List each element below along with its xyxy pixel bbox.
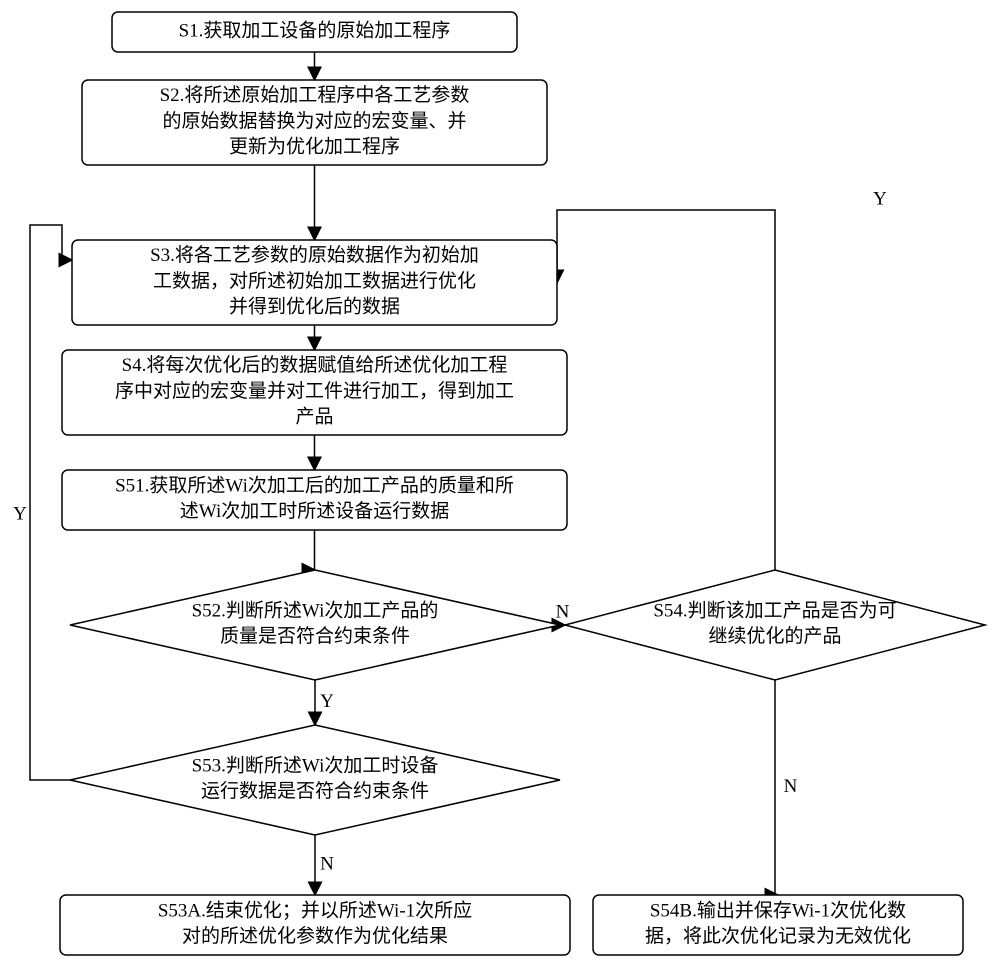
node-s2: S2.将所述原始加工程序中各工艺参数的原始数据替换为对应的宏变量、并更新为优化加… (82, 80, 547, 165)
node-text: S54B.输出并保存Wi-1次优化数 (650, 900, 906, 922)
node-s3: S3.将各工艺参数的原始数据作为初始加工数据，对所述初始加工数据进行优化并得到优… (72, 240, 557, 325)
edge (315, 530, 316, 570)
node-s54: S54.判断该加工产品是否为可继续优化的产品 (565, 570, 985, 680)
node-text: S2.将所述原始加工程序中各工艺参数 (160, 84, 470, 106)
node-s4: S4.将每次优化后的数据赋值给所述优化加工程序中对应的宏变量并对工件进行加工，得… (62, 350, 567, 435)
node-text: 质量是否符合约束条件 (220, 625, 410, 647)
node-text: 产品 (295, 406, 333, 428)
node-diamond (565, 570, 985, 680)
node-text: 工数据，对所述初始加工数据进行优化 (153, 270, 476, 292)
node-s51: S51.获取所述Wi次加工后的加工产品的质量和所述Wi次加工时所述设备运行数据 (62, 470, 567, 530)
node-s1: S1.获取加工设备的原始加工程序 (112, 12, 517, 52)
node-text: 序中对应的宏变量并对工件进行加工，得到加工 (115, 380, 514, 402)
node-s54b: S54B.输出并保存Wi-1次优化数据，将此次优化记录为无效优化 (593, 895, 963, 955)
node-text: 并得到优化后的数据 (229, 296, 400, 318)
node-text: S51.获取所述Wi次加工后的加工产品的质量和所 (115, 475, 514, 497)
node-text: S4.将每次优化后的数据赋值给所述优化加工程 (122, 354, 508, 376)
edge (775, 680, 778, 895)
node-text: 的原始数据替换为对应的宏变量、并 (162, 110, 466, 132)
node-s52: S52.判断所述Wi次加工产品的质量是否符合约束条件 (70, 570, 560, 680)
node-text: S3.将各工艺参数的原始数据作为初始加 (150, 244, 479, 266)
edge-label: N (556, 601, 570, 622)
node-diamond (70, 570, 560, 680)
node-text: 更新为优化加工程序 (229, 136, 400, 158)
node-s53a: S53A.结束优化；并以所述Wi-1次所应对的所述优化参数作为优化结果 (60, 895, 570, 955)
node-text: S1.获取加工设备的原始加工程序 (179, 19, 451, 41)
node-text: S52.判断所述Wi次加工产品的 (192, 600, 439, 622)
edge-label: Y (13, 503, 27, 524)
edge-label: N (320, 853, 334, 874)
edge-label: N (784, 776, 798, 797)
node-text: 对的所述优化参数作为优化结果 (182, 925, 448, 947)
node-text: 运行数据是否符合约束条件 (201, 780, 429, 802)
node-s53: S53.判断所述Wi次加工时设备运行数据是否符合约束条件 (70, 725, 560, 835)
node-diamond (70, 725, 560, 835)
edge-label: Y (320, 691, 334, 712)
node-text: S53A.结束优化；并以所述Wi-1次所应 (158, 900, 472, 922)
node-text: S54.判断该加工产品是否为可 (653, 600, 896, 622)
node-text: 述Wi次加工时所述设备运行数据 (180, 500, 449, 522)
node-text: 继续优化的产品 (708, 625, 841, 647)
loop-edge (557, 210, 775, 570)
node-text: 据，将此次优化记录为无效优化 (645, 925, 911, 947)
node-text: S53.判断所述Wi次加工时设备 (192, 755, 439, 777)
edge-label: Y (873, 188, 887, 209)
